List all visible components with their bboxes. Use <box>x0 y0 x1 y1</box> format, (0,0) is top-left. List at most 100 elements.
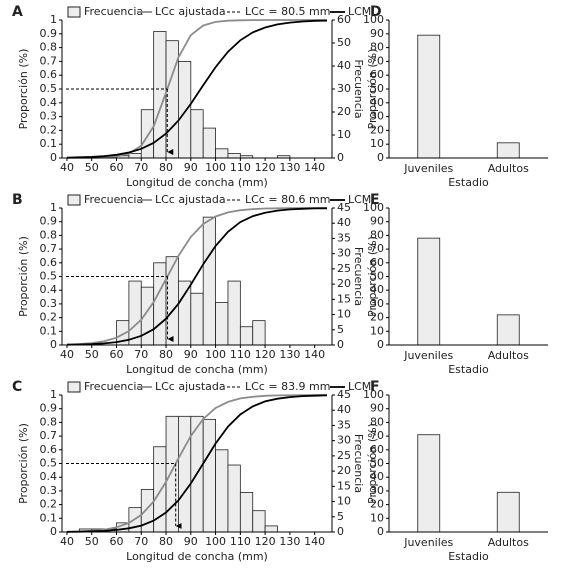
y-tick-label: 70 <box>370 242 384 255</box>
panel-letter: D <box>370 4 382 20</box>
y-tick-label: 0.9 <box>40 27 58 40</box>
x-tick-label: Juveniles <box>403 536 453 549</box>
y-tick-label: 0 <box>377 338 384 351</box>
y-tick-label: 10 <box>370 511 384 524</box>
y-tick-label: 0.6 <box>40 68 58 81</box>
x-axis-title: Longitud de concha (mm) <box>126 550 268 563</box>
y-tick-label: 0.1 <box>40 137 58 150</box>
y2-tick-label: 30 <box>337 82 351 95</box>
y-tick-label: 1 <box>50 388 57 401</box>
y2-tick-label: 10 <box>337 495 351 508</box>
x-tick-label: 60 <box>109 535 123 548</box>
legend-label: LCc ajustada <box>155 5 226 18</box>
x-tick-label: 70 <box>134 535 148 548</box>
y-tick-label: 70 <box>370 429 384 442</box>
y-tick-label: 0.2 <box>40 498 58 511</box>
y-tick-label: 0.2 <box>40 123 58 136</box>
y2-tick-label: 40 <box>337 216 351 229</box>
x-tick-label: 90 <box>184 161 198 174</box>
y-tick-label: 80 <box>370 415 384 428</box>
x-tick-label: 120 <box>255 348 276 361</box>
y-tick-label: 0.1 <box>40 324 58 337</box>
y2-tick-label: 20 <box>337 464 351 477</box>
x-tick-label: Juveniles <box>403 162 453 175</box>
histogram-bar <box>202 216 216 346</box>
y-tick-label: 40 <box>370 96 384 109</box>
y2-tick-label: 45 <box>337 388 351 401</box>
x-tick-label: 90 <box>184 348 198 361</box>
curve <box>66 19 328 159</box>
curve <box>66 19 327 159</box>
y-tick-label: 0.3 <box>40 110 58 123</box>
histogram-bar <box>202 418 216 533</box>
curve <box>66 207 328 346</box>
legend-label: LCc ajustada <box>155 380 226 393</box>
x-tick-label: 40 <box>60 535 74 548</box>
bar <box>496 142 520 159</box>
legend-label: Frecuencia <box>84 193 143 206</box>
y-tick-label: 0.2 <box>40 311 58 324</box>
x-tick-label: 50 <box>85 161 99 174</box>
x-tick-label: Adultos <box>488 162 529 175</box>
y-tick-label: 0.6 <box>40 443 58 456</box>
curve <box>66 207 327 346</box>
y2-tick-label: 10 <box>337 128 351 141</box>
y-tick-label: 10 <box>370 324 384 337</box>
curve <box>66 394 328 533</box>
y-tick-label: 20 <box>370 498 384 511</box>
y-tick-label: 0.1 <box>40 511 58 524</box>
x-tick-label: 100 <box>205 535 226 548</box>
legend-swatch <box>67 6 81 18</box>
x-tick-label: 60 <box>109 161 123 174</box>
y-tick-label: 0 <box>50 525 57 538</box>
x-tick-label: 110 <box>230 161 251 174</box>
x-tick-label: 100 <box>205 161 226 174</box>
curve <box>66 394 327 533</box>
y2-tick-label: 40 <box>337 59 351 72</box>
x-tick-label: 120 <box>255 535 276 548</box>
x-tick-label: 80 <box>159 348 173 361</box>
legend-label: LCc = 80.5 mm <box>245 5 331 18</box>
x-axis-title: Estadio <box>448 550 489 563</box>
y2-axis-title: Frecuencia <box>352 59 365 118</box>
y-tick-label: 20 <box>370 123 384 136</box>
histogram-bar <box>178 280 192 346</box>
y-tick-label: 0 <box>377 151 384 164</box>
y2-tick-label: 30 <box>337 247 351 260</box>
y2-tick-label: 35 <box>337 418 351 431</box>
y2-tick-label: 0 <box>337 525 344 538</box>
x-axis-title: Estadio <box>448 363 489 376</box>
y-tick-label: 0.5 <box>40 82 58 95</box>
y-tick-label: 90 <box>370 215 384 228</box>
y2-tick-label: 40 <box>337 403 351 416</box>
x-tick-label: Juveniles <box>403 349 453 362</box>
y2-tick-label: 0 <box>337 338 344 351</box>
y-tick-label: 50 <box>370 457 384 470</box>
y2-tick-label: 15 <box>337 292 351 305</box>
y-tick-label: 50 <box>370 270 384 283</box>
y-tick-label: 90 <box>370 27 384 40</box>
y-tick-label: 70 <box>370 54 384 67</box>
y-tick-label: 80 <box>370 41 384 54</box>
panel-letter: C <box>12 379 22 395</box>
y-tick-label: 40 <box>370 283 384 296</box>
x-tick-label: 140 <box>304 348 325 361</box>
x-tick-label: Adultos <box>488 349 529 362</box>
y-tick-label: 1 <box>50 13 57 26</box>
y2-tick-label: 5 <box>337 510 344 523</box>
legend-label: LCc = 83.9 mm <box>245 380 331 393</box>
panel-letter: B <box>12 192 23 208</box>
y-axis-title: Proporción (%) <box>17 423 30 504</box>
y2-tick-label: 60 <box>337 13 351 26</box>
x-tick-label: 40 <box>60 161 74 174</box>
y-tick-label: 100 <box>363 201 384 214</box>
y-tick-label: 60 <box>370 443 384 456</box>
legend-label: LCc = 80.6 mm <box>245 193 331 206</box>
bar <box>417 34 441 159</box>
x-tick-label: 80 <box>159 161 173 174</box>
y-tick-label: 0 <box>50 151 57 164</box>
panel-letter: E <box>370 192 380 208</box>
panel-letter: A <box>12 4 23 20</box>
y2-tick-label: 30 <box>337 434 351 447</box>
